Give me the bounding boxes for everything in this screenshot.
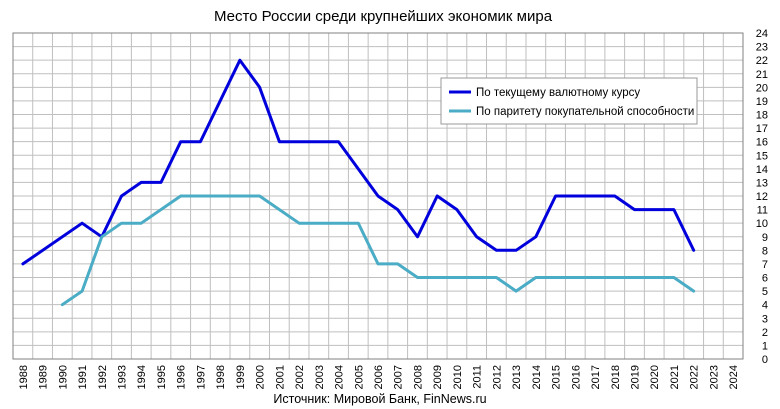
x-tick-label: 1992 — [97, 365, 109, 389]
y-tick-label: 16 — [756, 137, 768, 149]
x-tick-label: 2001 — [274, 365, 286, 389]
x-tick-label: 2002 — [294, 365, 306, 389]
x-tick-label: 1988 — [18, 365, 30, 389]
series-line-1 — [60, 194, 696, 307]
x-tick-label: 2017 — [590, 365, 602, 389]
legend-box — [440, 77, 698, 125]
y-tick-label: 10 — [756, 218, 768, 230]
x-tick-label: 1996 — [176, 365, 188, 389]
y-tick-label: 22 — [756, 55, 768, 67]
y-tick-label: 21 — [756, 69, 768, 81]
y-tick-label: 2 — [762, 327, 768, 339]
y-tick-label: 8 — [762, 245, 768, 257]
x-tick-label: 2010 — [452, 365, 464, 389]
series-line-0 — [21, 58, 696, 266]
y-tick-label: 7 — [762, 259, 768, 271]
y-tick-label: 3 — [762, 313, 768, 325]
x-tick-label: 2014 — [531, 365, 543, 389]
x-tick-label: 2005 — [353, 365, 365, 389]
x-tick-label: 2018 — [610, 365, 622, 389]
x-tick-label: 2000 — [255, 365, 267, 389]
x-tick-label: 1995 — [156, 365, 168, 389]
y-tick-label: 15 — [756, 150, 768, 162]
x-tick-label: 2021 — [669, 365, 681, 389]
x-tick-label: 1989 — [38, 365, 50, 389]
x-tick-label: 2007 — [393, 365, 405, 389]
x-tick-label: 1998 — [215, 365, 227, 389]
y-tick-label: 18 — [756, 110, 768, 122]
y-tick-label: 5 — [762, 286, 768, 298]
y-tick-label: 12 — [756, 191, 768, 203]
legend: По текущему валютному курсу По паритету … — [440, 77, 698, 125]
y-tick-label: 9 — [762, 232, 768, 244]
y-tick-label: 1 — [762, 340, 768, 352]
x-tick-label: 2020 — [649, 365, 661, 389]
y-tick-label: 0 — [762, 354, 768, 366]
x-tick-label: 2009 — [432, 365, 444, 389]
legend-label-current-rate: По текущему валютному курсу — [476, 87, 640, 99]
plot-area-border — [12, 32, 744, 360]
source-note: Источник: Мировой Банк, FinNews.ru — [273, 392, 486, 406]
y-tick-label: 24 — [756, 28, 768, 40]
x-tick-label: 2024 — [728, 365, 740, 389]
y-tick-label: 14 — [756, 164, 768, 176]
x-tick-label: 2016 — [570, 365, 582, 389]
y-tick-label: 11 — [757, 205, 768, 217]
x-tick-label: 1994 — [136, 365, 148, 389]
x-tick-label: 2011 — [472, 365, 484, 389]
x-axis: 1988 1989 1990 1991 1992 1993 1994 1995 1996 1997… — [18, 365, 740, 389]
x-tick-label: 2003 — [314, 365, 326, 389]
legend-label-ppp: По паритету покупательной способности — [476, 106, 694, 118]
x-tick-label: 2008 — [412, 365, 424, 389]
y-tick-label: 6 — [762, 273, 768, 285]
x-tick-label: 1999 — [235, 365, 247, 389]
x-tick-label: 2023 — [708, 365, 720, 389]
x-tick-label: 2004 — [334, 365, 346, 389]
y-tick-label: 4 — [762, 300, 768, 312]
x-tick-label: 2019 — [629, 365, 641, 389]
x-tick-label: 2022 — [689, 365, 701, 389]
x-tick-label: 2012 — [491, 365, 503, 389]
x-tick-label: 1990 — [57, 365, 69, 389]
x-tick-label: 1991 — [77, 365, 89, 389]
series-group — [21, 58, 696, 307]
x-tick-label: 2013 — [511, 365, 523, 389]
y-tick-label: 19 — [756, 96, 768, 108]
x-tick-label: 2006 — [373, 365, 385, 389]
chart-title: Место России среди крупнейших экономик м… — [214, 8, 553, 25]
y-tick-label: 13 — [756, 177, 768, 189]
y-tick-label: 20 — [756, 82, 768, 94]
y-tick-label: 17 — [756, 123, 768, 135]
y-tick-label: 23 — [756, 42, 768, 54]
x-tick-label: 1997 — [195, 365, 207, 389]
x-tick-label: 1993 — [117, 365, 129, 389]
x-tick-label: 2015 — [551, 365, 563, 389]
